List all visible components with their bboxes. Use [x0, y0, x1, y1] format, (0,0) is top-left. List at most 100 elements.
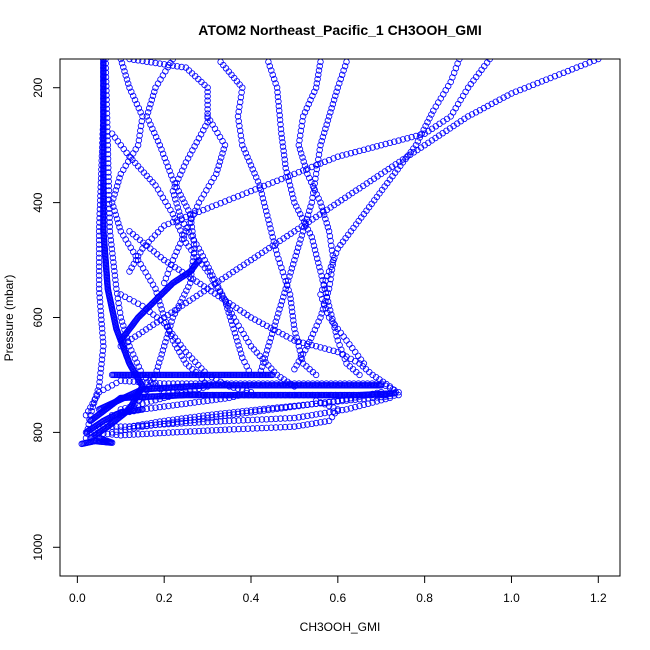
data-point: [130, 260, 137, 268]
data-point: [308, 420, 315, 427]
data-point: [186, 399, 194, 407]
data-point: [271, 75, 278, 83]
data-point: [178, 418, 185, 425]
data-point: [281, 289, 288, 297]
data-point: [117, 423, 124, 430]
data-point: [123, 149, 130, 156]
data-point: [424, 118, 431, 126]
data-point: [109, 250, 116, 257]
data-point: [157, 254, 164, 261]
data-point: [124, 80, 132, 87]
data-point: [386, 139, 394, 147]
data-point: [308, 412, 315, 419]
data-point: [195, 361, 202, 369]
data-point: [222, 301, 230, 308]
data-point: [279, 139, 286, 146]
data-point: [346, 341, 353, 348]
data-point: [280, 293, 287, 301]
data-point: [157, 190, 164, 197]
data-point: [298, 122, 305, 130]
data-point: [158, 146, 165, 153]
data-point: [195, 245, 203, 252]
data-point: [230, 409, 237, 416]
data-point: [191, 399, 198, 406]
data-point: [137, 127, 144, 134]
data-point: [183, 287, 190, 294]
x-tick-label: 0.8: [416, 591, 433, 605]
data-point: [185, 283, 192, 291]
profile-series-16: [108, 130, 255, 379]
data-point: [82, 412, 90, 419]
data-point: [203, 187, 210, 194]
data-point: [289, 190, 296, 198]
data-point: [288, 299, 295, 307]
data-point: [382, 140, 389, 148]
data-point: [241, 358, 248, 366]
data-point: [547, 74, 554, 82]
data-point: [369, 144, 376, 151]
data-point: [165, 429, 172, 436]
data-point: [226, 313, 234, 320]
data-point: [108, 130, 116, 137]
data-point: [113, 379, 120, 387]
data-point: [157, 225, 165, 233]
data-point: [130, 59, 137, 63]
data-point: [279, 143, 287, 150]
data-point: [110, 263, 118, 270]
data-point: [309, 194, 316, 201]
data-point: [299, 117, 306, 125]
data-point: [304, 421, 311, 428]
data-point: [321, 418, 328, 425]
data-point: [317, 399, 324, 406]
data-point: [267, 324, 274, 332]
data-point: [112, 276, 119, 284]
data-point: [373, 398, 381, 405]
data-point: [134, 424, 142, 431]
data-point: [274, 89, 281, 96]
data-point: [226, 426, 233, 433]
data-point: [106, 219, 113, 226]
data-point: [182, 228, 190, 235]
data-point: [276, 107, 283, 114]
data-point: [171, 310, 178, 317]
data-point: [269, 179, 276, 186]
data-point: [295, 141, 302, 149]
data-point: [336, 80, 343, 87]
data-point: [321, 158, 328, 165]
data-point: [143, 430, 150, 437]
data-point: [224, 305, 231, 312]
data-point: [278, 405, 285, 412]
x-tick-label: 0.0: [69, 591, 86, 605]
data-point: [299, 167, 307, 174]
data-point: [286, 291, 294, 298]
data-point: [165, 220, 172, 228]
data-point: [97, 365, 105, 372]
data-point: [325, 302, 333, 310]
data-point: [325, 402, 333, 410]
data-point: [204, 205, 211, 212]
data-point: [246, 158, 253, 165]
data-point: [244, 153, 251, 161]
data-point: [302, 346, 309, 354]
data-point: [120, 232, 127, 239]
data-point: [308, 199, 315, 206]
data-point: [240, 330, 247, 338]
data-point: [271, 322, 278, 329]
data-point: [169, 314, 177, 321]
data-point: [312, 400, 320, 407]
data-point: [277, 415, 284, 422]
data-point: [234, 410, 242, 418]
x-tick-label: 0.6: [329, 591, 346, 605]
data-point: [307, 96, 314, 104]
data-point: [573, 64, 580, 71]
data-point: [295, 338, 302, 345]
data-point: [512, 88, 519, 95]
data-point: [297, 354, 305, 361]
data-point: [187, 275, 194, 282]
data-point: [329, 259, 336, 266]
data-point: [332, 249, 340, 257]
data-point: [98, 360, 105, 368]
data-point: [538, 78, 546, 85]
data-point: [281, 415, 289, 422]
